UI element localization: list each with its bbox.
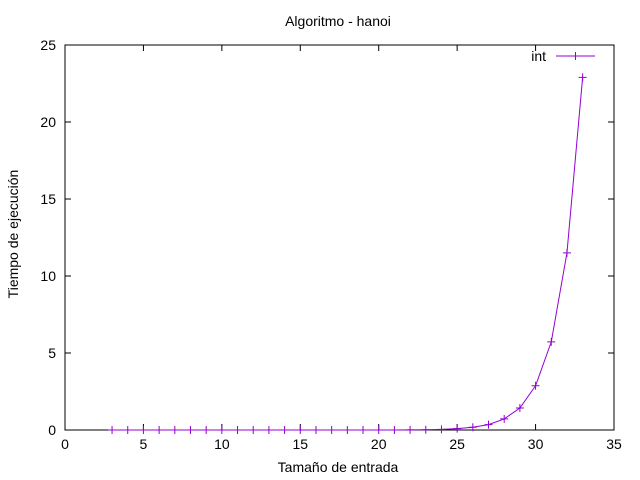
data-point xyxy=(374,426,383,434)
data-point xyxy=(359,426,368,434)
x-tick-label: 10 xyxy=(214,436,230,452)
data-point xyxy=(327,426,336,434)
data-point xyxy=(453,424,462,433)
plot-border xyxy=(64,44,615,431)
x-axis-label: Tamaño de entrada xyxy=(278,459,399,475)
x-tick-label: 20 xyxy=(371,436,387,452)
y-tick-label: 10 xyxy=(40,268,56,284)
y-axis-label: Tiempo de ejecución xyxy=(5,170,21,299)
x-tick-label: 30 xyxy=(528,436,544,452)
legend-marker xyxy=(571,52,580,60)
data-point xyxy=(249,426,258,434)
y-tick-label: 25 xyxy=(40,37,56,53)
data-point xyxy=(217,426,226,434)
data-point xyxy=(406,425,415,434)
data-point xyxy=(484,420,493,429)
data-point xyxy=(108,426,117,434)
y-tick-label: 0 xyxy=(48,422,56,438)
x-tick-label: 25 xyxy=(449,436,465,452)
y-tick-label: 20 xyxy=(40,114,56,130)
data-point xyxy=(437,425,446,434)
data-point xyxy=(578,73,587,82)
y-tick-label: 15 xyxy=(40,191,56,207)
data-point xyxy=(155,426,164,434)
data-point xyxy=(421,425,430,434)
data-point xyxy=(170,426,179,434)
legend-label: int xyxy=(531,48,546,64)
series-int xyxy=(108,73,587,434)
axes: 0 5 10 15 20 25 30 35 0 5 10 15 20 25 xyxy=(40,37,622,452)
legend: int xyxy=(531,48,595,64)
data-point xyxy=(139,426,148,434)
data-point xyxy=(390,426,399,434)
data-point xyxy=(547,337,556,346)
data-point xyxy=(280,426,289,434)
x-tick-label: 0 xyxy=(61,436,69,452)
data-point xyxy=(264,426,273,434)
data-point xyxy=(311,426,320,434)
data-point xyxy=(233,426,242,434)
data-point xyxy=(531,381,540,390)
data-point xyxy=(515,403,524,412)
data-point xyxy=(468,423,477,432)
series-line xyxy=(112,77,584,431)
x-tick-label: 5 xyxy=(140,436,148,452)
data-point xyxy=(123,426,132,434)
data-point xyxy=(202,426,211,434)
x-tick-label: 15 xyxy=(292,436,308,452)
data-point xyxy=(343,426,352,434)
y-tick-label: 5 xyxy=(48,345,56,361)
data-point xyxy=(186,426,195,434)
data-point xyxy=(562,248,571,257)
chart-title: Algoritmo - hanoi xyxy=(285,13,391,29)
x-tick-label: 35 xyxy=(606,436,622,452)
data-point xyxy=(296,426,305,434)
data-point xyxy=(500,414,509,423)
